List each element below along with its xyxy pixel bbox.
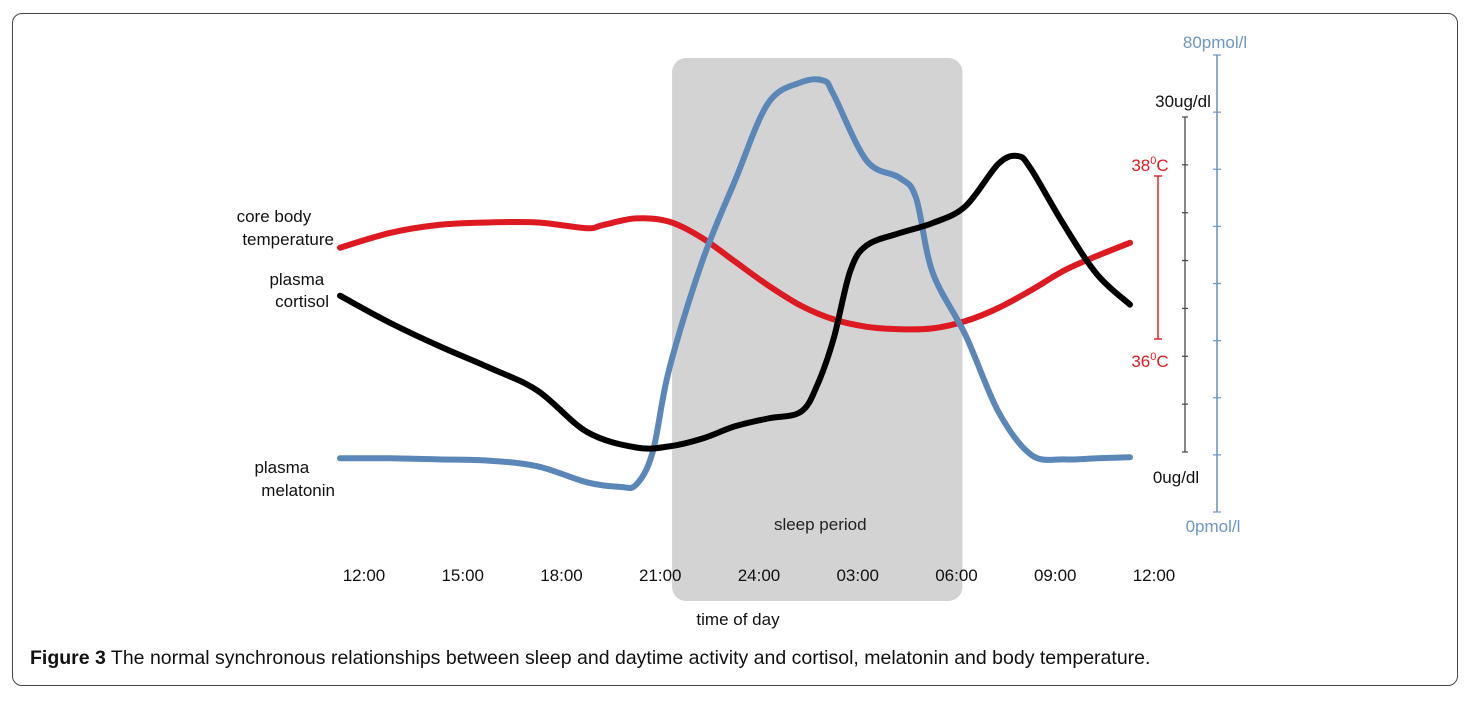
sleep-period-label: sleep period (774, 515, 867, 534)
melatonin-curve (337, 76, 1133, 492)
caption-label: Figure 3 (30, 647, 106, 669)
cortisol-axis-max-label: 30ug/dl (1155, 92, 1211, 111)
cortisol-curve (337, 152, 1133, 452)
x-tick-label: 12:00 (343, 566, 386, 585)
right-axes: 80pmol/l 0pmol/l 30ug/dl 0ug/dl 380C 360C (1131, 33, 1247, 536)
sleep-period-band (672, 58, 963, 601)
temperature-label-line-2: temperature (242, 230, 334, 249)
cortisol-axis-min-label: 0ug/dl (1153, 468, 1199, 487)
temperature-series-label: core body temperature (237, 207, 334, 249)
melatonin-label-line-2: melatonin (261, 481, 335, 500)
figure-caption: Figure 3 The normal synchronous relation… (30, 647, 1440, 670)
x-tick-label: 24:00 (738, 566, 781, 585)
x-tick-label: 03:00 (836, 566, 879, 585)
temperature-curve (337, 215, 1133, 333)
temperature-axis-min-label: 360C (1131, 351, 1168, 371)
x-tick-label: 12:00 (1133, 566, 1176, 585)
melatonin-axis-max-label: 80pmol/l (1183, 33, 1247, 52)
x-tick-label: 18:00 (540, 566, 583, 585)
cortisol-label-line-2: cortisol (275, 292, 329, 311)
chart: sleep period 80pmol/l 0pmol/l 30ug/dl 0ug/d… (237, 33, 1248, 629)
x-tick-label: 09:00 (1034, 566, 1077, 585)
cortisol-label-line-1: plasma (269, 270, 324, 289)
temperature-axis-max-label: 380C (1131, 155, 1168, 175)
x-tick-label: 15:00 (441, 566, 484, 585)
melatonin-axis-min-label: 0pmol/l (1186, 517, 1241, 536)
x-axis-title: time of day (696, 610, 780, 629)
curves (337, 76, 1133, 492)
melatonin-series-label: plasma melatonin (254, 458, 335, 500)
x-tick-label: 21:00 (639, 566, 682, 585)
melatonin-label-line-1: plasma (254, 458, 309, 477)
cortisol-series-label: plasma cortisol (269, 270, 329, 311)
temperature-label-line-1: core body (237, 207, 312, 226)
x-tick-label: 06:00 (935, 566, 978, 585)
caption-text: The normal synchronous relationships bet… (105, 647, 1151, 669)
x-tick-labels: 12:00 15:00 18:00 21:00 24:00 03:00 06:00 09:00… (343, 566, 1176, 585)
